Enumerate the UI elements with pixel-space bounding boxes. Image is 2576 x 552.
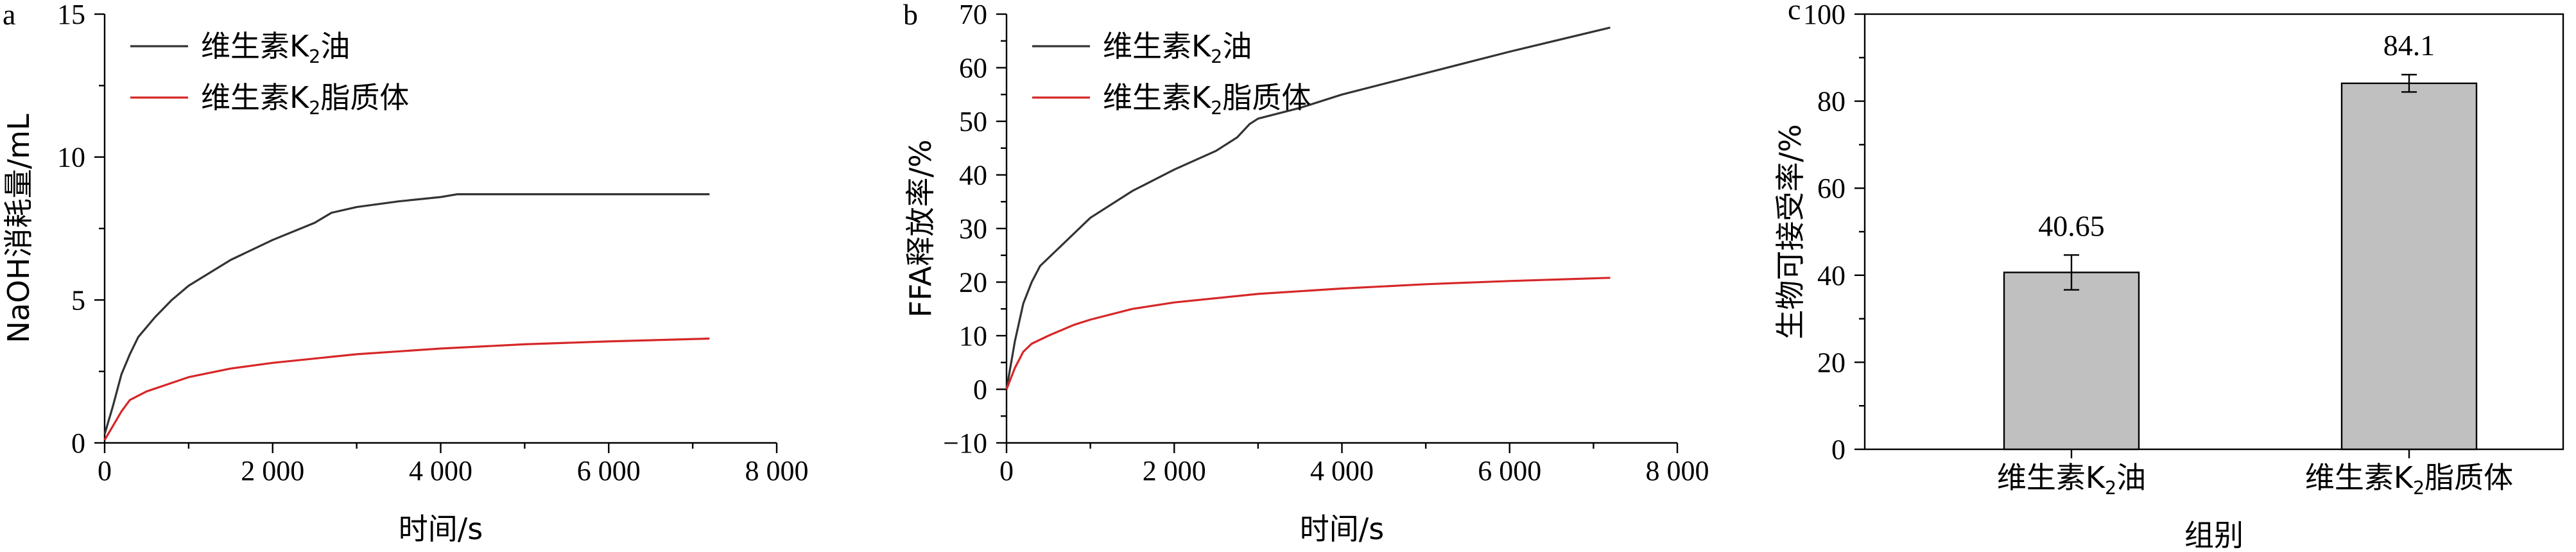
bar-value-label-1: 40.65 [2038, 209, 2105, 242]
y-tick-label: −10 [943, 427, 987, 459]
legend-label-2: 维生素K2脂质体 [1103, 80, 1311, 119]
y-tick-label: 40 [1817, 260, 1846, 291]
y-tick-label: 50 [959, 106, 987, 137]
x-tick-label: 4 000 [409, 455, 472, 487]
x-tick-label: 6 000 [577, 455, 641, 487]
panel-letter-c: c [1788, 0, 1801, 26]
series-line-1 [1005, 26, 1611, 390]
category-label-2: 维生素K2脂质体 [2305, 460, 2513, 499]
y-tick-label: 10 [959, 320, 987, 352]
category-label-1: 维生素K2油 [1997, 460, 2146, 499]
x-axis-title: 时间/s [1300, 512, 1384, 546]
bar-1 [2003, 272, 2140, 451]
y-tick-label: 20 [959, 267, 987, 298]
y-tick-label: 0 [71, 427, 85, 459]
x-tick-label: 4 000 [1310, 455, 1374, 487]
panel-letter-b: b [903, 0, 918, 31]
y-tick-label: 60 [1817, 173, 1846, 204]
y-tick-label: 5 [71, 284, 85, 316]
x-tick-label: 8 000 [745, 455, 809, 487]
y-tick-label: 30 [959, 213, 987, 245]
y-tick-label: 60 [959, 53, 987, 84]
legend-label-2: 维生素K2脂质体 [201, 80, 409, 119]
y-tick-label: 80 [1817, 86, 1846, 117]
x-tick-label: 2 000 [241, 455, 304, 487]
bar-value-label-2: 84.1 [2383, 29, 2435, 62]
x-axis-title: 时间/s [399, 512, 483, 546]
bar-2 [2340, 82, 2478, 451]
y-axis-title: 生物可接受率/% [1773, 124, 1808, 339]
y-tick-label: 70 [959, 0, 987, 30]
y-tick-label: 15 [57, 0, 85, 30]
y-tick-label: 0 [1831, 434, 1846, 465]
y-tick-label: 10 [57, 142, 85, 173]
legend-label-1: 维生素K2油 [1103, 29, 1252, 67]
panel-letter-a: a [3, 0, 15, 31]
y-tick-label: 0 [973, 374, 987, 406]
legend-label-1: 维生素K2油 [201, 29, 350, 67]
x-tick-label: 2 000 [1143, 455, 1206, 487]
series-line-2 [103, 337, 710, 441]
y-axis-title: FFA释放率/% [903, 139, 938, 317]
x-tick-label: 6 000 [1478, 455, 1541, 487]
series-line-1 [103, 193, 710, 435]
x-tick-label: 8 000 [1646, 455, 1709, 487]
series-line-2 [1005, 277, 1611, 390]
y-tick-label: 20 [1817, 347, 1846, 378]
x-axis-title: 组别 [2184, 518, 2243, 552]
y-axis-title: NaOH消耗量/mL [1, 114, 36, 343]
y-tick-label: 100 [1803, 0, 1846, 30]
y-tick-label: 40 [959, 160, 987, 191]
x-tick-label: 0 [98, 455, 112, 487]
x-tick-label: 0 [999, 455, 1014, 487]
